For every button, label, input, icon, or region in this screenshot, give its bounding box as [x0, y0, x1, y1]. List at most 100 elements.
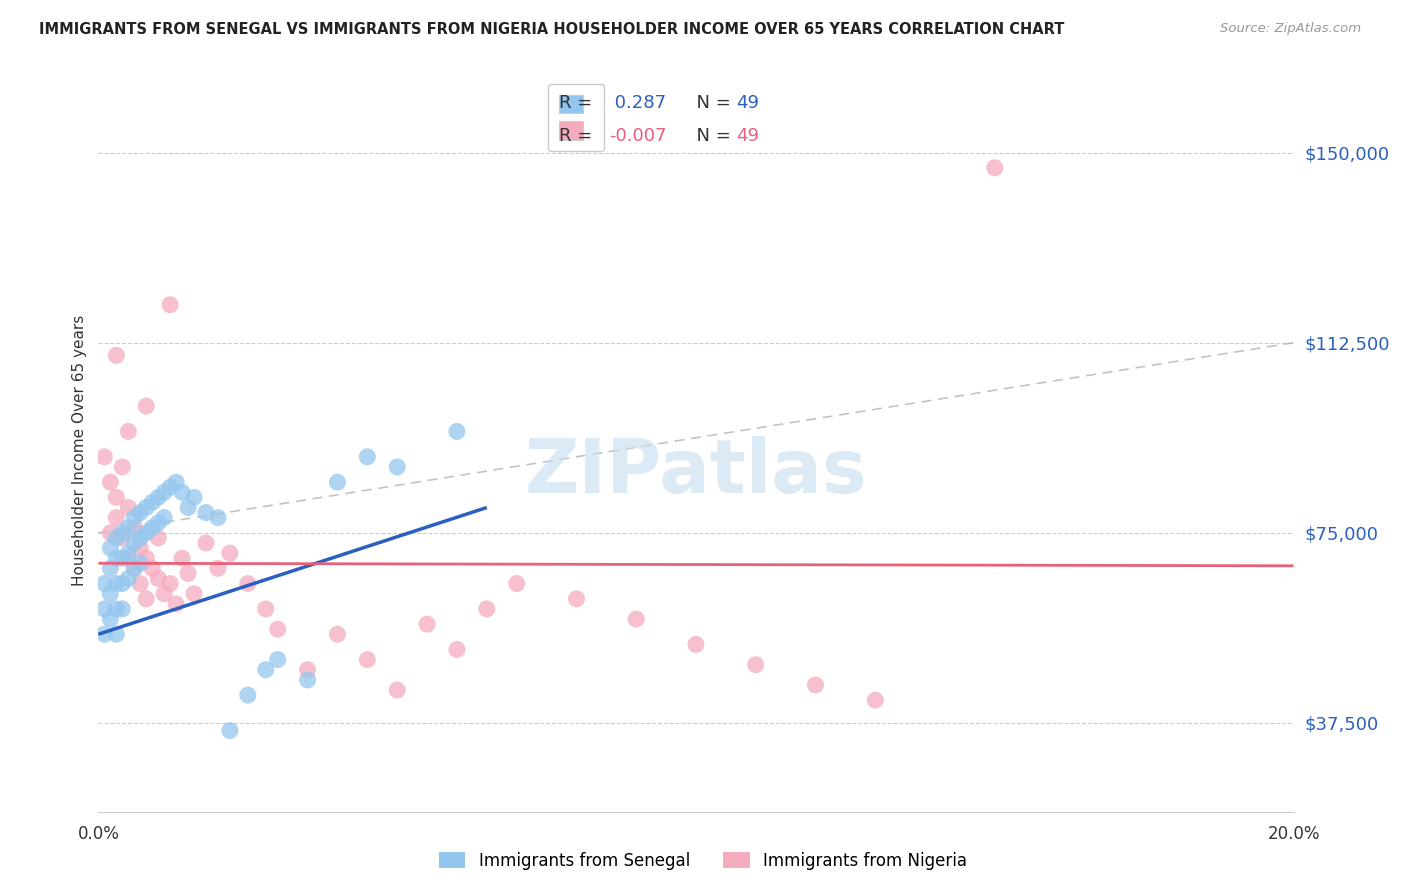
Point — [207, 561, 229, 575]
Point — [135, 525, 157, 540]
Point — [111, 602, 134, 616]
Point — [117, 572, 139, 586]
Text: R =: R = — [560, 95, 599, 112]
Point — [385, 683, 409, 698]
Text: -0.007: -0.007 — [609, 128, 666, 145]
Point — [326, 627, 349, 641]
Point — [297, 673, 319, 687]
Point — [98, 612, 122, 626]
Point — [129, 556, 152, 570]
Text: ZIPatlas: ZIPatlas — [524, 435, 868, 508]
Point — [159, 298, 181, 312]
Point — [98, 525, 122, 540]
Text: IMMIGRANTS FROM SENEGAL VS IMMIGRANTS FROM NIGERIA HOUSEHOLDER INCOME OVER 65 YE: IMMIGRANTS FROM SENEGAL VS IMMIGRANTS FR… — [39, 22, 1064, 37]
Point — [159, 480, 181, 494]
Point — [165, 475, 187, 490]
Point — [984, 161, 1007, 175]
Point — [135, 551, 157, 566]
Point — [446, 425, 468, 439]
Point — [141, 561, 163, 575]
Point — [626, 612, 648, 626]
Point — [183, 491, 205, 505]
Point — [153, 587, 176, 601]
Text: R =: R = — [560, 128, 599, 145]
Point — [183, 587, 205, 601]
Legend: , : , — [548, 84, 605, 152]
Point — [219, 723, 242, 738]
Point — [745, 657, 768, 672]
Point — [159, 576, 181, 591]
Point — [416, 617, 439, 632]
Point — [153, 510, 176, 524]
Point — [124, 521, 146, 535]
Point — [148, 572, 170, 586]
Point — [105, 531, 128, 545]
Point — [565, 591, 588, 606]
Point — [148, 531, 170, 545]
Point — [117, 521, 139, 535]
Point — [195, 506, 218, 520]
Text: 0.287: 0.287 — [609, 95, 666, 112]
Point — [141, 521, 163, 535]
Point — [148, 491, 170, 505]
Point — [475, 602, 498, 616]
Point — [804, 678, 827, 692]
Point — [236, 576, 259, 591]
Point — [117, 425, 139, 439]
Point — [165, 597, 187, 611]
Point — [93, 627, 115, 641]
Point — [105, 491, 128, 505]
Point — [98, 541, 122, 555]
Point — [129, 576, 152, 591]
Point — [148, 516, 170, 530]
Point — [111, 531, 134, 545]
Point — [124, 561, 146, 575]
Point — [153, 485, 176, 500]
Point — [506, 576, 529, 591]
Point — [865, 693, 887, 707]
Point — [385, 459, 409, 474]
Point — [267, 622, 290, 636]
Text: Source: ZipAtlas.com: Source: ZipAtlas.com — [1220, 22, 1361, 36]
Text: N =: N = — [685, 128, 737, 145]
Point — [105, 348, 128, 362]
Point — [135, 399, 157, 413]
Point — [111, 576, 134, 591]
Point — [111, 551, 134, 566]
Point — [117, 500, 139, 515]
Point — [129, 541, 152, 555]
Point — [98, 475, 122, 490]
Point — [219, 546, 242, 560]
Point — [207, 510, 229, 524]
Point — [356, 652, 378, 666]
Text: N =: N = — [685, 95, 737, 112]
Point — [129, 531, 152, 545]
Text: 49: 49 — [737, 95, 759, 112]
Point — [117, 546, 139, 560]
Point — [117, 551, 139, 566]
Text: 49: 49 — [737, 128, 759, 145]
Point — [105, 602, 128, 616]
Point — [141, 495, 163, 509]
Point — [93, 602, 115, 616]
Point — [93, 576, 115, 591]
Point — [254, 663, 277, 677]
Point — [124, 510, 146, 524]
Y-axis label: Householder Income Over 65 years: Householder Income Over 65 years — [72, 315, 87, 586]
Point — [129, 506, 152, 520]
Point — [98, 587, 122, 601]
Point — [124, 561, 146, 575]
Point — [124, 536, 146, 550]
Point — [236, 688, 259, 702]
Point — [105, 576, 128, 591]
Point — [326, 475, 349, 490]
Point — [446, 642, 468, 657]
Point — [98, 561, 122, 575]
Point — [267, 652, 290, 666]
Point — [105, 627, 128, 641]
Point — [195, 536, 218, 550]
Point — [105, 510, 128, 524]
Point — [135, 500, 157, 515]
Point — [135, 591, 157, 606]
Point — [93, 450, 115, 464]
